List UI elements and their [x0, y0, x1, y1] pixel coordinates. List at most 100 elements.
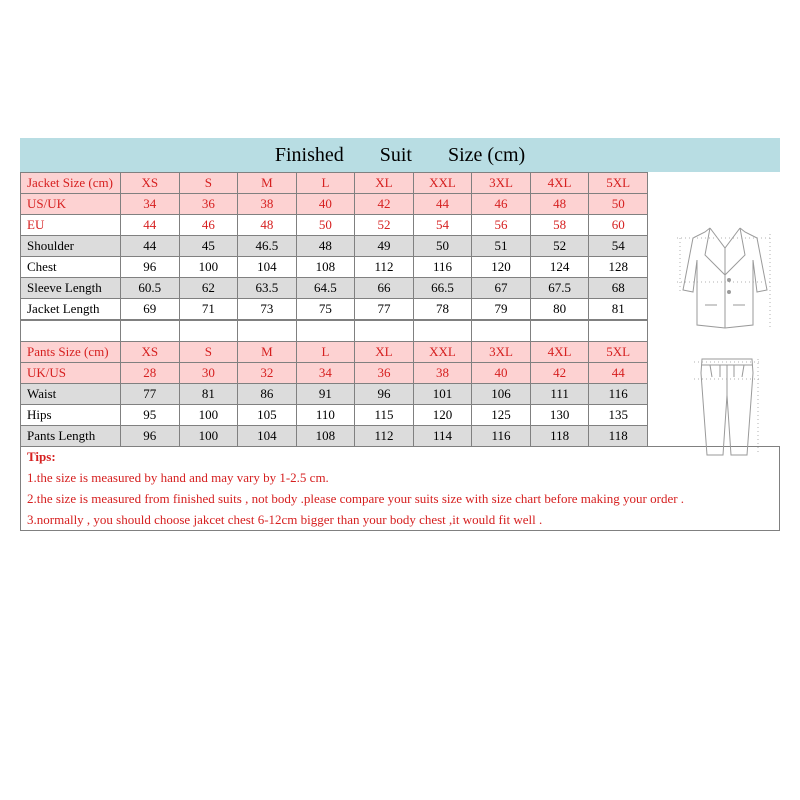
pants-table: Pants Size (cm)XSSMLXLXXL3XL4XL5XLUK/US2…: [20, 320, 648, 447]
row-label-cell: UK/US: [21, 363, 121, 384]
header-word-3: Size (cm): [448, 144, 525, 167]
value-cell: 75: [296, 299, 355, 320]
value-cell: 112: [355, 426, 414, 447]
value-cell: 112: [355, 257, 414, 278]
value-cell: 64.5: [296, 278, 355, 299]
value-cell: 73: [238, 299, 297, 320]
value-cell: 46: [179, 215, 238, 236]
table-row: UK/US283032343638404244: [21, 363, 648, 384]
value-cell: 68: [589, 278, 648, 299]
value-cell: 106: [472, 384, 531, 405]
size-code-cell: 4XL: [530, 342, 589, 363]
pants-diagram-icon: [690, 355, 765, 465]
spacer-row: [21, 321, 648, 342]
value-cell: 100: [179, 405, 238, 426]
size-code-cell: 5XL: [589, 173, 648, 194]
size-code-cell: XL: [355, 342, 414, 363]
row-label-cell: Waist: [21, 384, 121, 405]
value-cell: 49: [355, 236, 414, 257]
value-cell: 44: [413, 194, 472, 215]
size-code-cell: 3XL: [472, 173, 531, 194]
value-cell: 48: [238, 215, 297, 236]
value-cell: 110: [296, 405, 355, 426]
size-code-cell: M: [238, 342, 297, 363]
tips-line: 1.the size is measured by hand and may v…: [21, 468, 779, 489]
value-cell: 36: [355, 363, 414, 384]
value-cell: 81: [589, 299, 648, 320]
size-code-cell: 3XL: [472, 342, 531, 363]
value-cell: 66: [355, 278, 414, 299]
size-code-cell: XS: [121, 342, 180, 363]
value-cell: 42: [530, 363, 589, 384]
size-code-cell: XXL: [413, 342, 472, 363]
value-cell: 48: [296, 236, 355, 257]
row-label-cell: US/UK: [21, 194, 121, 215]
table-row: Chest96100104108112116120124128: [21, 257, 648, 278]
value-cell: 96: [121, 257, 180, 278]
header-word-2: Suit: [380, 144, 412, 167]
value-cell: 77: [355, 299, 414, 320]
value-cell: 86: [238, 384, 297, 405]
section-title-cell: Jacket Size (cm): [21, 173, 121, 194]
jacket-table: Jacket Size (cm)XSSMLXLXXL3XL4XL5XLUS/UK…: [20, 172, 648, 320]
value-cell: 78: [413, 299, 472, 320]
value-cell: 105: [238, 405, 297, 426]
row-label-cell: EU: [21, 215, 121, 236]
value-cell: 96: [355, 384, 414, 405]
value-cell: 52: [355, 215, 414, 236]
value-cell: 46: [472, 194, 531, 215]
value-cell: 128: [589, 257, 648, 278]
value-cell: 80: [530, 299, 589, 320]
value-cell: 60.5: [121, 278, 180, 299]
value-cell: 50: [589, 194, 648, 215]
value-cell: 36: [179, 194, 238, 215]
value-cell: 42: [355, 194, 414, 215]
size-code-cell: XXL: [413, 173, 472, 194]
table-row: Pants Length96100104108112114116118118: [21, 426, 648, 447]
value-cell: 118: [530, 426, 589, 447]
size-code-cell: 4XL: [530, 173, 589, 194]
row-label-cell: Chest: [21, 257, 121, 278]
table-row: Hips95100105110115120125130135: [21, 405, 648, 426]
value-cell: 114: [413, 426, 472, 447]
value-cell: 44: [121, 215, 180, 236]
value-cell: 44: [589, 363, 648, 384]
tables-wrap: Jacket Size (cm)XSSMLXLXXL3XL4XL5XLUS/UK…: [20, 172, 780, 447]
tables-col: Jacket Size (cm)XSSMLXLXXL3XL4XL5XLUS/UK…: [20, 172, 648, 447]
table-row: Sleeve Length60.56263.564.56666.56767.56…: [21, 278, 648, 299]
value-cell: 96: [121, 426, 180, 447]
jacket-diagram-icon: [675, 220, 775, 340]
value-cell: 34: [121, 194, 180, 215]
tips-line: 2.the size is measured from finished sui…: [21, 489, 779, 510]
table-row: US/UK343638404244464850: [21, 194, 648, 215]
tips-title: Tips:: [21, 447, 779, 468]
value-cell: 51: [472, 236, 531, 257]
value-cell: 108: [296, 426, 355, 447]
value-cell: 46.5: [238, 236, 297, 257]
value-cell: 101: [413, 384, 472, 405]
tips-line: 3.normally , you should choose jakcet ch…: [21, 510, 779, 530]
value-cell: 54: [589, 236, 648, 257]
value-cell: 38: [238, 194, 297, 215]
value-cell: 91: [296, 384, 355, 405]
section-title-cell: Pants Size (cm): [21, 342, 121, 363]
size-code-cell: XL: [355, 173, 414, 194]
value-cell: 66.5: [413, 278, 472, 299]
value-cell: 95: [121, 405, 180, 426]
value-cell: 40: [472, 363, 531, 384]
value-cell: 104: [238, 257, 297, 278]
size-code-cell: S: [179, 342, 238, 363]
value-cell: 58: [530, 215, 589, 236]
table-row: Waist7781869196101106111116: [21, 384, 648, 405]
value-cell: 77: [121, 384, 180, 405]
value-cell: 118: [589, 426, 648, 447]
value-cell: 100: [179, 257, 238, 278]
value-cell: 130: [530, 405, 589, 426]
value-cell: 71: [179, 299, 238, 320]
value-cell: 50: [296, 215, 355, 236]
size-code-cell: L: [296, 342, 355, 363]
size-code-cell: S: [179, 173, 238, 194]
size-header-row: Jacket Size (cm)XSSMLXLXXL3XL4XL5XL: [21, 173, 648, 194]
value-cell: 28: [121, 363, 180, 384]
size-code-cell: L: [296, 173, 355, 194]
